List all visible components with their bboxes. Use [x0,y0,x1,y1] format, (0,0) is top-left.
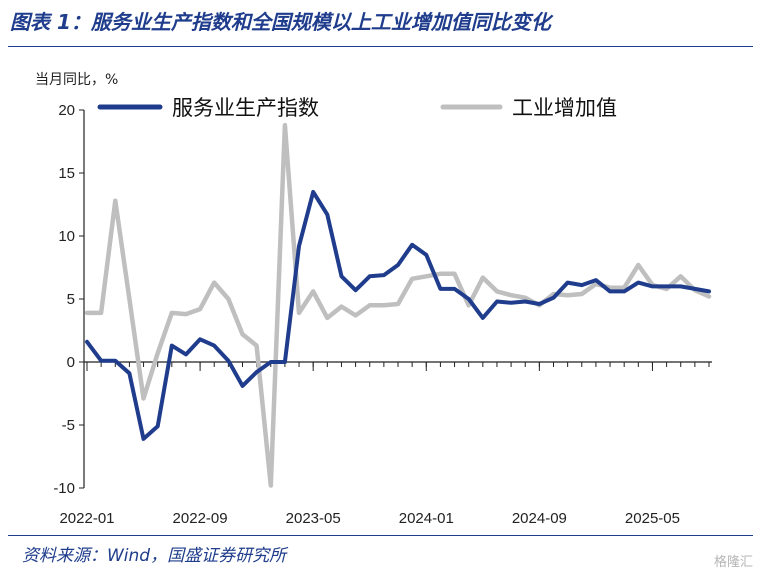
series-group [84,122,712,488]
x-axis: 2022-01 2022-09 2023-05 2024-01 2024-09 2025-… [59,361,712,527]
series-line-services-index [85,189,711,441]
y-tick-label: 5 [67,291,75,308]
watermark-logo: 格隆汇 [713,555,753,570]
y-tick-label: -5 [62,417,75,434]
y-axis: -10 -5 0 5 10 15 20 [53,102,85,497]
y-axis-unit-label: 当月同比，% [35,72,118,88]
y-tick-label: 15 [58,165,75,182]
legend: 服务业生产指数 工业增加值 [97,96,617,120]
legend-label: 工业增加值 [512,96,617,120]
series-line-industrial-value-added [84,122,712,488]
source-note: 资料来源：Wind，国盛证券研究所 [22,546,287,566]
x-tick-label: 2025-05 [625,510,680,527]
footer-divider [8,535,753,536]
x-tick-label: 2022-01 [59,510,114,527]
x-tick-label: 2023-05 [286,510,341,527]
x-tick-label: 2022-09 [173,510,228,527]
y-tick-label: 0 [67,354,75,371]
y-tick-label: 20 [58,102,75,119]
x-tick-label: 2024-01 [399,510,454,527]
y-tick-label: 10 [58,228,75,245]
y-tick-label: -10 [53,480,75,497]
x-tick-label: 2024-09 [512,510,567,527]
legend-label: 服务业生产指数 [172,96,319,120]
line-chart: 当月同比，% -10 -5 0 5 10 15 20 2022-01 2022-09 2023-… [35,72,712,527]
title-divider [8,46,753,47]
chart-title: 图表 1：服务业生产指数和全国规模以上工业增加值同比变化 [10,10,551,34]
